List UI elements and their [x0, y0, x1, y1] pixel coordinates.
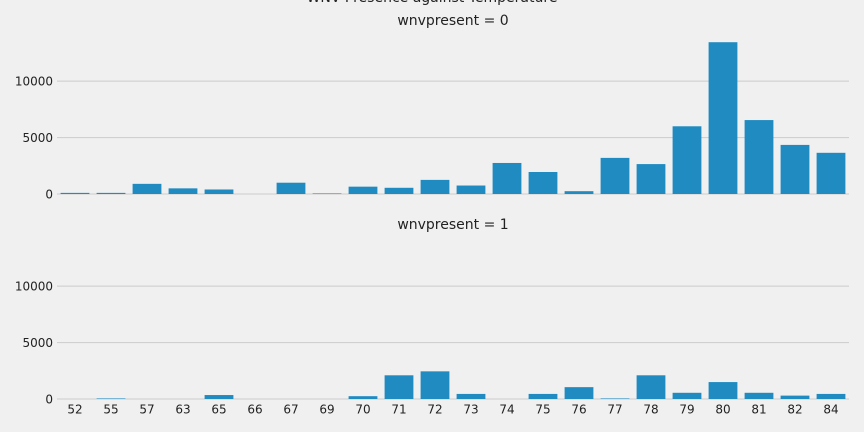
bar	[636, 164, 666, 194]
bar	[204, 189, 234, 194]
bar	[456, 393, 486, 399]
x-tick-label: 52	[67, 403, 82, 417]
x-tick-label: 77	[607, 403, 622, 417]
bar	[744, 392, 774, 399]
y-tick-label: 5000	[22, 336, 53, 350]
bar	[96, 192, 126, 194]
bar	[744, 120, 774, 194]
y-tick-label: 0	[45, 393, 53, 407]
bar	[456, 185, 486, 194]
x-tick-label: 81	[751, 403, 766, 417]
x-tick-label: 57	[139, 403, 154, 417]
bar	[384, 375, 414, 399]
facet-title: wnvpresent = 0	[397, 13, 508, 29]
x-tick-label: 69	[319, 403, 334, 417]
bar	[564, 387, 594, 399]
facet-title: wnvpresent = 1	[397, 217, 508, 233]
chart-title: WNV Presence against Temperature	[307, 0, 558, 6]
x-tick-label: 65	[211, 403, 226, 417]
bar	[348, 186, 378, 194]
bar	[528, 393, 558, 399]
y-tick-label: 5000	[22, 131, 53, 145]
x-tick-label: 55	[103, 403, 118, 417]
x-tick-label: 84	[823, 403, 838, 417]
bar	[96, 398, 126, 399]
bar	[672, 126, 702, 194]
x-tick-label: 74	[499, 403, 514, 417]
bar	[780, 395, 810, 399]
bar	[60, 192, 90, 194]
x-tick-label: 76	[571, 403, 586, 417]
bar	[600, 157, 630, 194]
x-tick-label: 82	[787, 403, 802, 417]
x-tick-label: 63	[175, 403, 190, 417]
bar	[420, 371, 450, 399]
bar	[816, 393, 846, 399]
x-tick-label: 72	[427, 403, 442, 417]
y-tick-label: 0	[45, 188, 53, 202]
bar	[420, 179, 450, 194]
bar	[816, 152, 846, 194]
bar	[312, 193, 342, 194]
x-tick-label: 79	[679, 403, 694, 417]
bar	[708, 42, 738, 195]
bar	[636, 375, 666, 399]
x-tick-label: 71	[391, 403, 406, 417]
bar	[492, 162, 522, 194]
y-tick-label: 10000	[15, 280, 53, 294]
x-tick-label: 66	[247, 403, 262, 417]
x-tick-label: 67	[283, 403, 298, 417]
x-tick-label: 78	[643, 403, 658, 417]
bar	[276, 182, 306, 194]
bar	[564, 191, 594, 194]
bar	[168, 188, 198, 194]
bar	[780, 144, 810, 194]
x-tick-label: 75	[535, 403, 550, 417]
bar	[384, 187, 414, 194]
bar	[204, 395, 234, 399]
bar	[132, 183, 162, 194]
bar	[528, 171, 558, 194]
bar	[348, 396, 378, 399]
bar	[600, 398, 630, 399]
y-tick-label: 10000	[15, 75, 53, 89]
x-tick-label: 70	[355, 403, 370, 417]
bar	[672, 392, 702, 399]
x-tick-label: 80	[715, 403, 730, 417]
bar	[708, 382, 738, 399]
x-tick-label: 73	[463, 403, 478, 417]
